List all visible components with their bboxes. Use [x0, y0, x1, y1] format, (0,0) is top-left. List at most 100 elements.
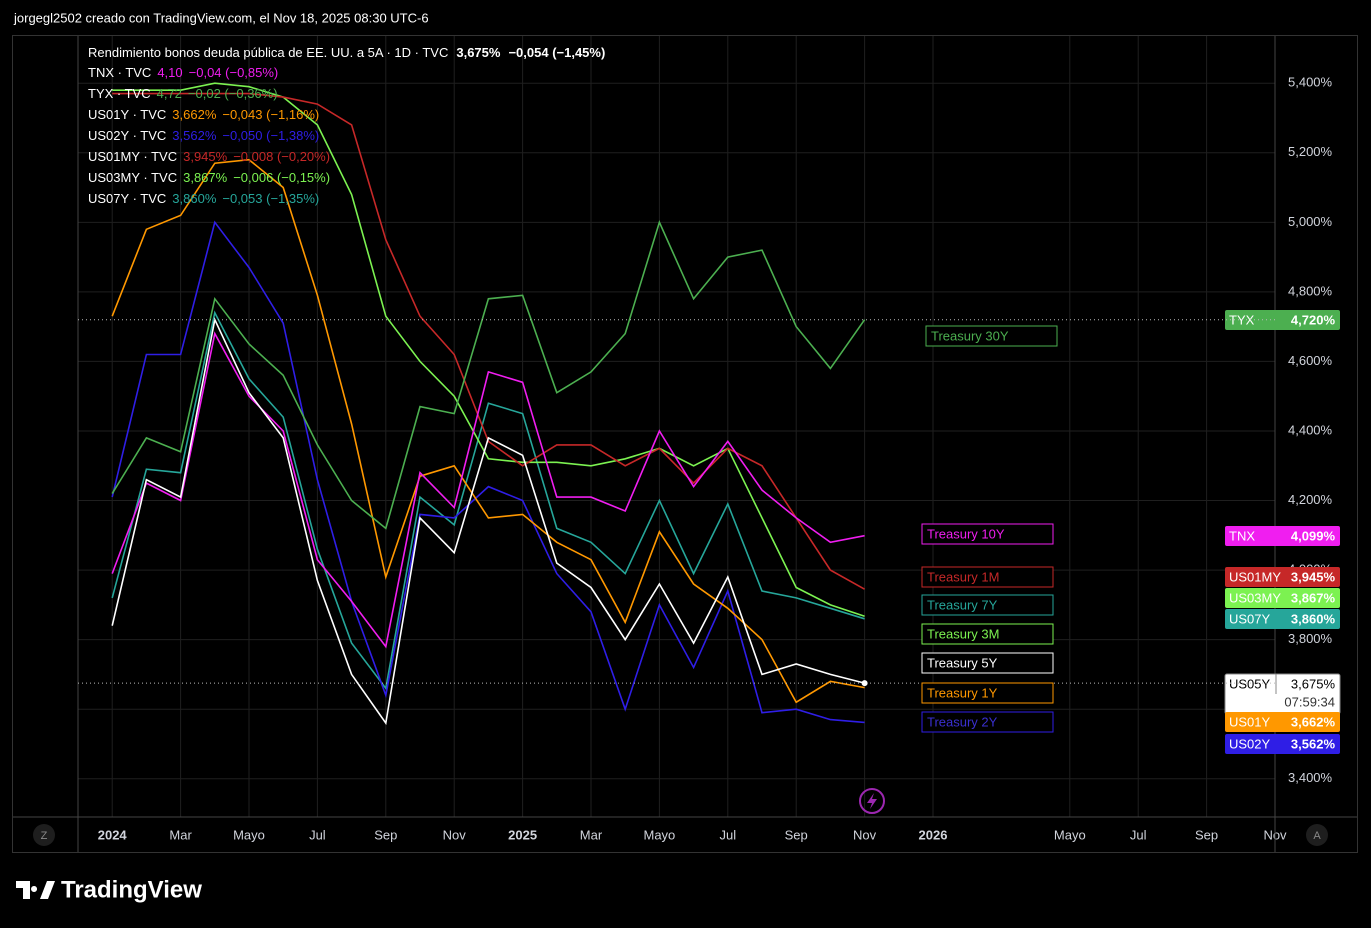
price-tag-symbol: US02Y: [1229, 736, 1271, 751]
price-tag: [1225, 567, 1340, 587]
legend-value: 4,10: [157, 65, 182, 80]
series-label: Treasury 2Y: [927, 714, 998, 729]
price-tag: [1225, 310, 1340, 330]
chart-title: Rendimiento bonos deuda pública de EE. U…: [88, 45, 448, 60]
y-tick-label: 3,800%: [1288, 631, 1333, 646]
y-tick-label: 5,000%: [1288, 214, 1333, 229]
legend-change: −0,008 (−0,20%): [233, 149, 330, 164]
grid: 3,400%3,600%3,800%4,000%4,200%4,400%4,60…: [78, 36, 1333, 842]
logo: TradingView: [16, 876, 202, 903]
price-tag-value: 3,867%: [1291, 590, 1336, 605]
series-label-box: [921, 711, 1054, 733]
series-line: [111, 158, 865, 704]
series-label-box: [921, 594, 1054, 616]
legend-symbol: US01Y · TVC: [88, 107, 166, 122]
x-tick-label: Sep: [785, 827, 808, 842]
y-tick-label: 4,600%: [1288, 353, 1333, 368]
legend-row: US03MY · TVC 3,867% −0,006 (−0,15%): [88, 170, 330, 185]
legend-change: −0,04 (−0,85%): [189, 65, 279, 80]
x-tick-label: Sep: [1195, 827, 1218, 842]
header-change: −0,054 (−1,45%): [508, 45, 605, 60]
price-tag-value: 3,860%: [1291, 611, 1336, 626]
legend-row: US01Y · TVC 3,662% −0,043 (−1,16%): [88, 107, 319, 122]
x-tick-label: 2026: [919, 827, 948, 842]
price-tag-value: 4,720%: [1291, 312, 1336, 327]
series-lines: [111, 82, 866, 726]
x-tick-label: 2025: [508, 827, 537, 842]
legend-row: TNX · TVC 4,10 −0,04 (−0,85%): [88, 65, 278, 80]
legend-value: 3,562%: [172, 128, 217, 143]
logo-text: TradingView: [61, 876, 202, 903]
series-label: Treasury 7Y: [927, 597, 998, 612]
series-label: Treasury 1Y: [927, 685, 998, 700]
price-tag-value: 3,675%: [1291, 676, 1336, 691]
legend-symbol: US07Y · TVC: [88, 191, 166, 206]
price-tag: [1225, 588, 1340, 608]
price-tag-symbol: US01Y: [1229, 714, 1271, 729]
chart-frame: [12, 35, 1358, 853]
series-label: Treasury 10Y: [927, 526, 1005, 541]
price-tag-value: 3,662%: [1291, 714, 1336, 729]
price-tag-symbol: TYX: [1229, 312, 1255, 327]
series-label-box: [925, 325, 1058, 347]
x-tick-label: Jul: [719, 827, 736, 842]
y-tick-label: 5,400%: [1288, 75, 1333, 90]
series-label-box: [921, 523, 1054, 545]
alert-icon[interactable]: [859, 788, 885, 814]
y-tick-label: 4,800%: [1288, 283, 1333, 298]
series-label-box: [921, 652, 1054, 674]
legend-row: US02Y · TVC 3,562% −0,050 (−1,38%): [88, 128, 319, 143]
price-tag: [1225, 712, 1340, 732]
series-line: [111, 310, 865, 691]
series-line: [111, 331, 865, 649]
price-tag: [1225, 526, 1340, 546]
legend-symbol: TNX · TVC: [88, 65, 151, 80]
y-tick-label: 3,400%: [1288, 770, 1333, 785]
series-line: [112, 92, 865, 590]
series-label-box: [921, 682, 1054, 704]
header-value: 3,675%: [456, 45, 501, 60]
price-tag: [1225, 609, 1340, 629]
x-tick-label: 2024: [98, 827, 128, 842]
legend-row: US01MY · TVC 3,945% −0,008 (−0,20%): [88, 149, 330, 164]
legend-symbol: US03MY · TVC: [88, 170, 177, 185]
x-tick-label: Sep: [374, 827, 397, 842]
legend-symbol: US02Y · TVC: [88, 128, 166, 143]
x-tick-label: Nov: [443, 827, 467, 842]
legend-change: −0,050 (−1,38%): [222, 128, 319, 143]
logo-mark: [16, 881, 55, 899]
legend-value: 3,945%: [183, 149, 228, 164]
series-label: Treasury 3M: [927, 626, 999, 641]
caption: jorgegl2502 creado con TradingView.com, …: [13, 10, 429, 25]
series-line: [111, 220, 865, 724]
x-tick-label: Jul: [1130, 827, 1147, 842]
series-label-box: [921, 566, 1054, 588]
z-button-label[interactable]: Z: [41, 830, 48, 842]
price-tag-symbol: US03MY: [1229, 590, 1281, 605]
legend-value: 4,72: [157, 86, 182, 101]
series-line: [112, 82, 865, 618]
x-tick-label: Mayo: [1054, 827, 1086, 842]
legend-row: US07Y · TVC 3,860% −0,053 (−1,35%): [88, 191, 319, 206]
y-tick-label: 5,200%: [1288, 144, 1333, 159]
price-tag: [1225, 734, 1340, 754]
x-tick-label: Mayo: [644, 827, 676, 842]
z-button[interactable]: [33, 824, 55, 846]
series-line: [111, 317, 865, 726]
series-label-box: [921, 623, 1054, 645]
a-button[interactable]: [1306, 824, 1328, 846]
legend-value: 3,867%: [183, 170, 228, 185]
legend-header: Rendimiento bonos deuda pública de EE. U…: [88, 45, 605, 60]
legend-change: −0,043 (−1,16%): [222, 107, 319, 122]
legend-change: −0,006 (−0,15%): [233, 170, 330, 185]
series-label: Treasury 1M: [927, 569, 999, 584]
legend-symbol: US01MY · TVC: [88, 149, 177, 164]
y-tick-label: 4,200%: [1288, 492, 1333, 507]
legend-change: −0,02 (−0,36%): [188, 86, 278, 101]
price-tag-symbol: US05Y: [1229, 676, 1271, 691]
legend-value: 3,662%: [172, 107, 217, 122]
alert-bolt: [867, 793, 877, 809]
a-button-label[interactable]: A: [1313, 830, 1321, 842]
